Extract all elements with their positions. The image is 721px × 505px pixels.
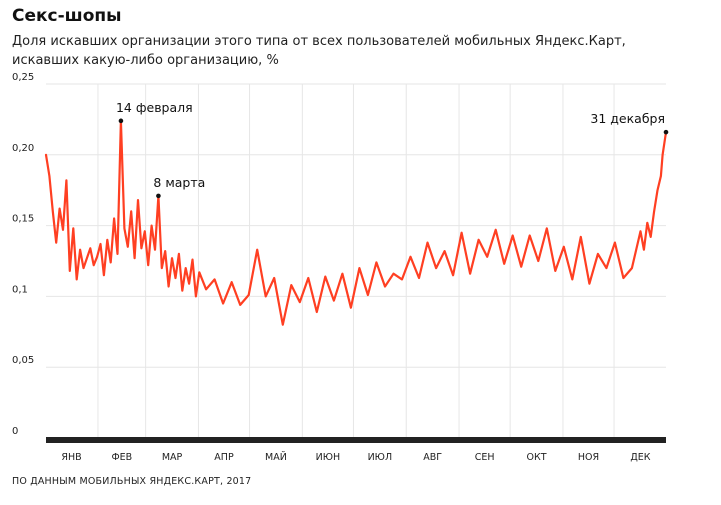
annotation-point [663, 129, 669, 135]
x-tick-label: СЕН [475, 452, 495, 463]
y-tick-label: 0,20 [12, 143, 34, 154]
source-note: ПО ДАННЫМ МОБИЛЬНЫХ ЯНДЕКС.КАРТ, 2017 [12, 476, 252, 487]
x-tick-label: МАЙ [265, 451, 287, 463]
series-line [44, 119, 668, 326]
x-tick-label: ЯНВ [61, 452, 81, 463]
x-tick-label: ФЕВ [111, 452, 132, 463]
x-tick-label: АПР [214, 452, 234, 463]
line-chart: 0 0,05 0,1 0,15 0,20 0,25 ЯНВ ФЕВ МАР АПР МАЙ ИЮН ИЮ… [12, 72, 669, 463]
y-tick-label: 0,15 [12, 214, 34, 225]
annotation-label: 31 декабря [590, 111, 665, 126]
y-tick-label: 0 [12, 426, 18, 437]
x-tick-label: ДЕК [630, 452, 650, 463]
x-tick-label: АВГ [423, 452, 442, 463]
chart-title: Секс-шопы [12, 6, 122, 26]
y-tick-label: 0,25 [12, 72, 34, 83]
x-tick-label: ИЮЛ [368, 452, 393, 463]
annotation-point [156, 193, 161, 199]
x-tick-label: ОКТ [527, 452, 547, 463]
x-tick-label: ИЮН [316, 452, 341, 463]
x-tick-label: НОЯ [578, 452, 599, 463]
x-axis-baseline [46, 437, 666, 443]
x-tick-label: МАР [162, 452, 183, 463]
y-tick-label: 0,1 [12, 284, 28, 295]
chart-subtitle: Доля искавших организации этого типа от … [12, 34, 626, 68]
y-tick-label: 0,05 [12, 355, 34, 366]
annotation-label: 14 февраля [116, 100, 193, 115]
annotation-point [118, 118, 124, 124]
annotation-label: 8 марта [153, 175, 205, 190]
